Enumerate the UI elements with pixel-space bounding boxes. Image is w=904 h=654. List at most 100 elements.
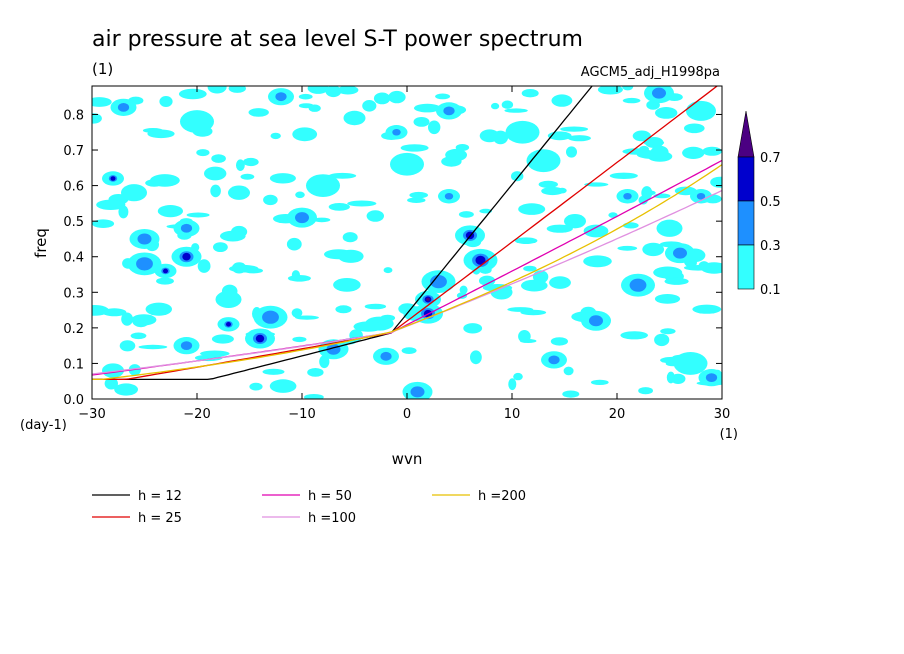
field-speckle <box>328 172 357 179</box>
field-speckle <box>413 117 430 127</box>
x-tick-label: 30 <box>714 407 731 422</box>
y-tick-label: 0.0 <box>63 393 84 408</box>
field-speckle <box>609 172 638 179</box>
field-speckle <box>445 148 467 162</box>
field-speckle <box>295 191 305 199</box>
power-blob <box>390 152 424 176</box>
blob-level-2 <box>380 351 392 361</box>
field-speckle <box>249 382 263 391</box>
x-tick-label: 10 <box>504 407 521 422</box>
field-speckle <box>557 187 567 194</box>
field-speckle <box>456 292 468 299</box>
power-blob <box>253 305 288 329</box>
blob-level-2 <box>652 87 666 99</box>
power-blob <box>686 100 716 121</box>
colorbar-label: 0.1 <box>760 283 781 298</box>
blob-level-1 <box>102 363 124 378</box>
blob-level-2 <box>136 257 153 271</box>
field-speckle <box>622 97 641 104</box>
field-speckle <box>650 145 669 159</box>
field-speckle <box>240 173 255 180</box>
power-blob <box>385 125 408 140</box>
field-speckle <box>338 249 364 263</box>
field-speckle <box>353 321 384 332</box>
blob-level-2 <box>275 92 287 102</box>
field-speckle <box>236 159 245 171</box>
colorbar-segment <box>737 244 755 290</box>
field-speckle <box>213 242 228 253</box>
colorbar-label: 0.7 <box>760 151 781 166</box>
field-speckle <box>373 92 391 105</box>
blob-level-1 <box>564 213 586 229</box>
power-blob <box>228 185 250 200</box>
field-speckle <box>666 371 676 384</box>
field-speckle <box>364 303 387 310</box>
blob-level-2 <box>443 106 455 116</box>
field-speckle <box>211 334 234 344</box>
field-speckle <box>590 379 609 385</box>
blob-level-2 <box>137 233 152 245</box>
field-speckle <box>684 123 705 134</box>
field-speckle <box>407 197 426 203</box>
field-speckle <box>263 194 278 206</box>
power-blob <box>127 252 162 276</box>
colorbar-label: 0.5 <box>760 195 781 210</box>
y-tick-label: 0.5 <box>63 215 84 230</box>
field-speckle <box>479 275 496 286</box>
blob-level-2 <box>180 341 193 351</box>
field-speckle <box>104 377 119 390</box>
field-speckle <box>159 96 173 107</box>
field-speckle <box>622 86 634 91</box>
power-blob <box>287 207 317 228</box>
field-speckle <box>243 268 263 274</box>
chart-title: air pressure at sea level S-T power spec… <box>92 27 583 52</box>
field-speckle <box>295 315 319 320</box>
field-speckle <box>653 266 683 279</box>
field-speckle <box>138 344 168 350</box>
field-speckle <box>654 294 681 304</box>
legend-label: h = 25 <box>138 511 182 526</box>
field-speckle <box>197 259 211 273</box>
power-blob <box>373 347 399 365</box>
field-speckle <box>541 186 564 196</box>
field-speckle <box>674 186 697 196</box>
field-speckle <box>325 86 342 98</box>
field-speckle <box>200 350 230 357</box>
power-blob <box>526 149 561 173</box>
field-speckle <box>269 173 296 184</box>
power-blob <box>541 351 567 369</box>
power-blob <box>180 110 214 133</box>
field-speckle <box>220 230 246 242</box>
blob-level-4 <box>426 297 430 302</box>
blob-level-3 <box>475 255 486 265</box>
field-speckle <box>513 372 523 381</box>
power-blob <box>245 328 275 349</box>
power-blob <box>665 243 695 264</box>
field-speckle <box>347 200 377 207</box>
blob-level-2 <box>392 128 401 136</box>
field-speckle <box>304 394 324 399</box>
field-speckle <box>567 135 591 142</box>
power-blob <box>673 352 708 375</box>
field-speckle <box>298 93 313 100</box>
field-speckle <box>130 332 147 340</box>
field-speckle <box>337 86 359 95</box>
unit-label: (1) <box>92 60 113 78</box>
power-blob <box>306 174 340 197</box>
field-speckle <box>682 146 705 159</box>
field-speckle <box>409 191 429 199</box>
field-speckle <box>551 94 573 107</box>
field-speckle <box>157 205 183 218</box>
blob-level-1 <box>526 149 561 173</box>
y-tick-label: 0.6 <box>63 180 84 195</box>
power-blob <box>581 310 611 331</box>
field-speckle <box>328 203 350 211</box>
field-speckle <box>504 108 528 113</box>
field-speckle <box>550 337 569 346</box>
field-speckle <box>491 102 500 110</box>
blob-level-2 <box>623 192 632 200</box>
colorbar-segment <box>737 200 755 246</box>
field-speckle <box>298 103 314 109</box>
field-speckle <box>287 275 311 282</box>
curve-legend: h = 12 h = 25 h = 50 h =100 h =200 <box>92 489 526 526</box>
